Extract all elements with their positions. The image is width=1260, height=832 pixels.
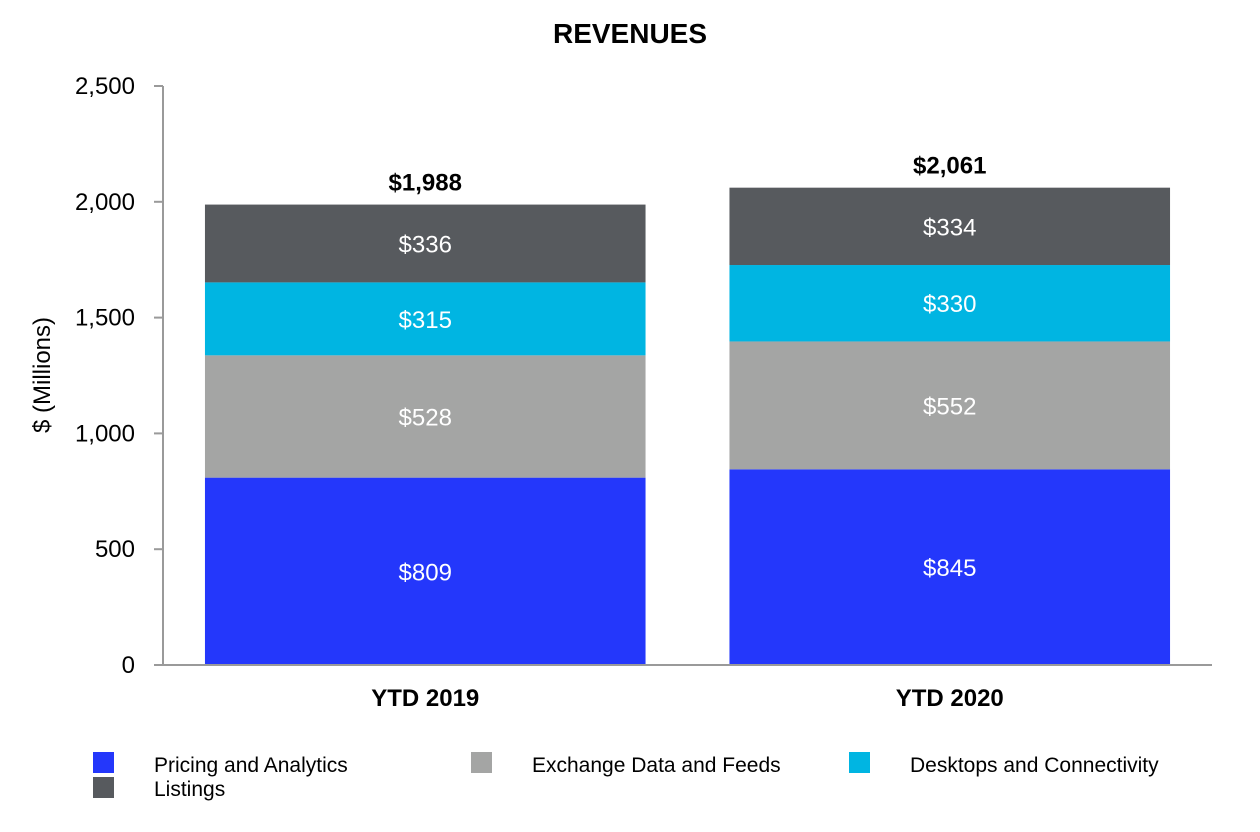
x-category-label: YTD 2020 bbox=[896, 685, 1004, 712]
y-tick-label: 1,000 bbox=[75, 420, 135, 447]
legend-label: Exchange Data and Feeds bbox=[532, 754, 781, 777]
bar-segment bbox=[204, 204, 646, 283]
y-axis-label: $ (Millions) bbox=[29, 317, 56, 433]
legend-swatch bbox=[849, 752, 870, 773]
bar-segment bbox=[729, 187, 1171, 266]
x-category-label: YTD 2019 bbox=[371, 685, 479, 712]
legend-label: Desktops and Connectivity bbox=[910, 754, 1159, 777]
segment-value-label: $334 bbox=[923, 214, 976, 241]
legend-swatch bbox=[471, 752, 492, 773]
segment-value-label: $315 bbox=[399, 307, 452, 334]
bar-segment bbox=[204, 355, 646, 478]
segment-value-label: $528 bbox=[399, 404, 452, 431]
segment-value-label: $552 bbox=[923, 393, 976, 420]
segment-value-label: $330 bbox=[923, 291, 976, 318]
y-axis: 0 500 1,000 1,500 2,000 2,500 bbox=[75, 73, 164, 679]
segment-value-label: $845 bbox=[923, 555, 976, 582]
bar-segment bbox=[204, 282, 646, 356]
y-tick-label: 0 bbox=[122, 652, 135, 679]
legend-label: Listings bbox=[154, 778, 225, 801]
y-tick-label: 1,500 bbox=[75, 305, 135, 332]
plot-area: $809 $528 $315 $336 $1,988 YTD 2019 $845 $552 $3… bbox=[163, 153, 1212, 712]
legend-swatch bbox=[93, 777, 114, 798]
legend: Pricing and Analytics Exchange Data and F… bbox=[93, 752, 1159, 801]
y-tick-label: 500 bbox=[95, 536, 135, 563]
bar-segment bbox=[729, 469, 1171, 665]
bar-total-label: $1,988 bbox=[389, 170, 462, 197]
legend-label: Pricing and Analytics bbox=[154, 754, 348, 777]
bar-segment bbox=[729, 265, 1171, 342]
segment-value-label: $809 bbox=[399, 559, 452, 586]
bar-segment bbox=[729, 341, 1171, 470]
y-tick-label: 2,500 bbox=[75, 73, 135, 100]
segment-value-label: $336 bbox=[399, 231, 452, 258]
chart-title: REVENUES bbox=[553, 18, 707, 49]
bar-segment bbox=[204, 477, 646, 665]
y-tick-label: 2,000 bbox=[75, 189, 135, 216]
bar-total-label: $2,061 bbox=[913, 153, 986, 180]
legend-swatch bbox=[93, 752, 114, 773]
